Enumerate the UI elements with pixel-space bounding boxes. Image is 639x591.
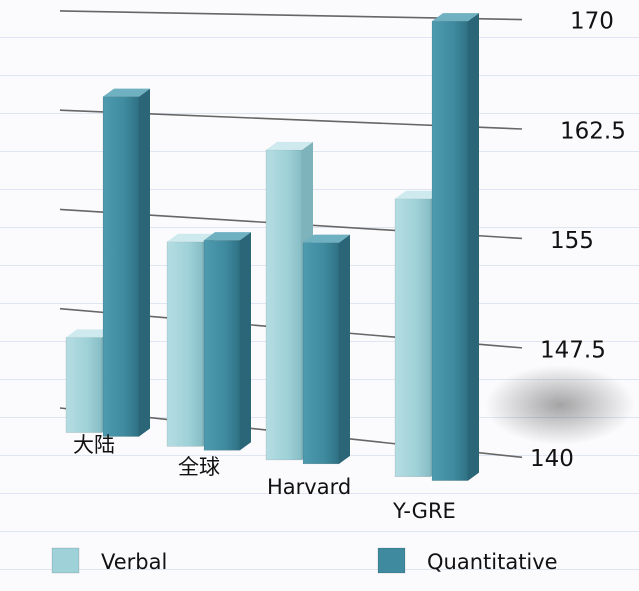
y-tick-label: 162.5 [560,119,626,145]
shadow-decoration [485,365,635,445]
category-label: 大陆 [73,433,115,457]
legend-label: Quantitative [427,550,558,574]
category-label: Harvard [267,475,351,499]
bar [203,232,251,451]
bar [302,234,350,465]
y-tick-label: 140 [530,446,574,472]
bar [102,88,150,437]
legend-label: Verbal [101,550,167,574]
legend-swatch [51,547,80,574]
bar [431,13,479,481]
category-label: 全球 [178,455,220,479]
legend-swatch [377,547,406,574]
category-label: Y-GRE [392,499,456,523]
y-tick-label: 155 [550,228,594,254]
y-tick-label: 147.5 [540,337,606,363]
y-tick-label: 170 [570,8,614,34]
